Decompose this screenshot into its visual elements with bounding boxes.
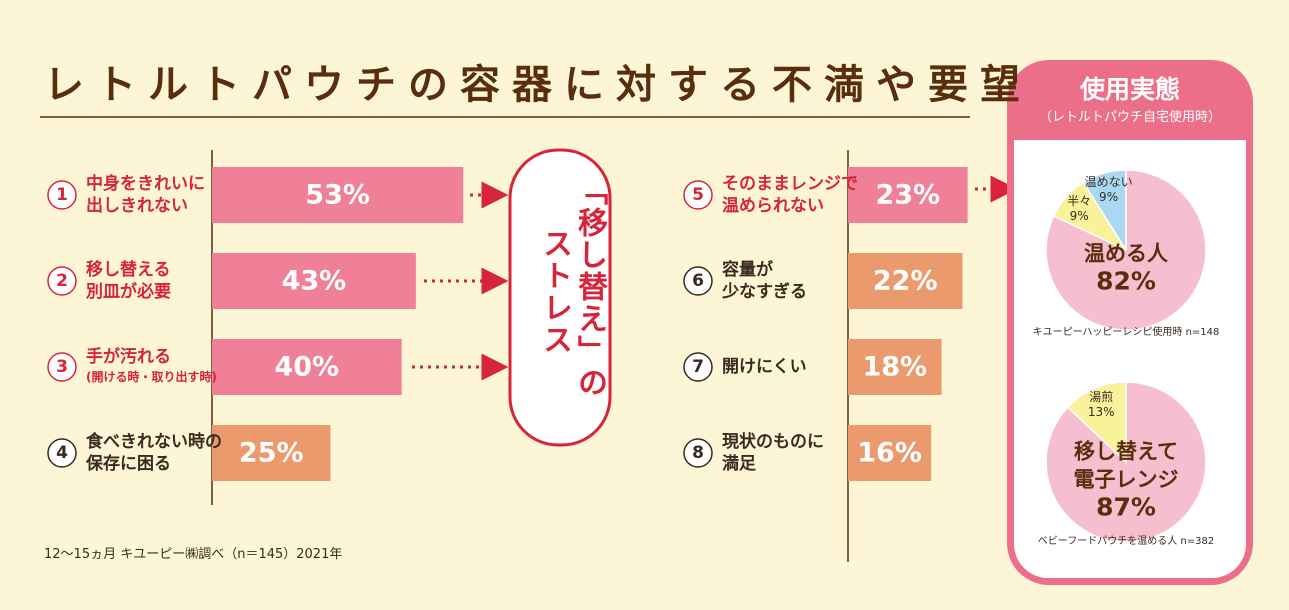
value-label: 40% [274,351,340,383]
marker-circle [683,438,713,468]
slice-label: 温めない 9% [1085,175,1133,205]
panel-title: 使用実態 [1079,75,1180,104]
pie-note: キユーピーハッピーレシピ使用時 n=148 [1032,327,1220,338]
value-label: 25% [238,437,304,469]
slice-name: 湯煎 [1089,389,1114,404]
arrows [412,175,1018,381]
marker-circle [683,180,713,210]
category-label: 現状のものに 満足 [722,432,824,474]
bar [212,425,331,481]
marker-circle [47,352,77,382]
callout-text: ストレス [537,228,572,356]
category-label: 移し替える 別皿が必要 [86,260,171,302]
value-label: 16% [857,437,922,469]
slice-name: 移し替えて 電子レンジ [1073,439,1179,492]
bar [212,339,402,395]
marker-circle [47,180,77,210]
bar [848,339,942,395]
category-label: 容量が 少なすぎる [722,260,807,302]
slice-name: 温めない [1084,175,1133,190]
marker-circle [47,266,77,296]
bar [848,253,963,309]
category-label: 食べきれない時の 保存に困る [86,432,222,474]
slice-value: 82% [1096,266,1156,296]
slice-name: 温める人 [1084,241,1168,266]
pie-slice [1066,381,1127,464]
slice-value: 9% [1099,190,1119,205]
category-label: そのままレンジで 温められない [722,174,858,216]
marker-circle [47,438,77,468]
marker-number: 2 [56,271,68,291]
callout-box [508,148,612,447]
slice-label: 温める人 82% [1084,240,1168,297]
bar [212,167,464,223]
slice-name: 半々 [1067,193,1092,208]
callout-text: 「移し替え」の [572,175,607,399]
marker-number: 6 [692,271,704,291]
marker-number: 1 [56,185,68,205]
slice-value: 13% [1087,404,1115,419]
value-label: 22% [872,265,938,297]
slice-label: 湯煎 13% [1088,390,1115,420]
category-label: 中身をきれいに 出しきれない [86,174,205,216]
marker-circle [683,352,713,382]
bar [848,425,932,481]
source: 12〜15ヵ月 キユーピー㈱調べ（n＝145）2021年 [44,547,343,562]
value-label: 43% [281,265,347,297]
panel-subtitle: （レトルトパウチ自宅使用時） [1038,110,1221,125]
marker-number: 8 [692,443,704,463]
slice-label: 移し替えて 電子レンジ87% [1045,438,1208,523]
title: レトルトパウチの容器に対する不満や要望 [44,62,1032,108]
slice-value: 87% [1096,492,1156,522]
pie-note: ベビーフードパウチを温める人 n=382 [1037,536,1215,547]
marker-number: 7 [692,357,704,377]
marker-number: 3 [56,357,68,377]
marker-number: 4 [56,443,68,463]
category-label: 手が汚れる (開ける時・取り出す時) [86,347,217,384]
value-label: 18% [862,351,928,383]
bar [212,253,416,309]
pie-slice [1045,169,1207,331]
value-label: 23% [875,179,941,211]
marker-circle [683,266,713,296]
slice-value: 9% [1069,208,1089,223]
value-label: 53% [305,179,370,211]
marker-number: 5 [692,185,704,205]
slice-label: 半々 9% [1067,194,1091,224]
pie-slice [1045,381,1207,543]
bar [848,167,968,223]
category-label: 開けにくい [722,357,807,377]
